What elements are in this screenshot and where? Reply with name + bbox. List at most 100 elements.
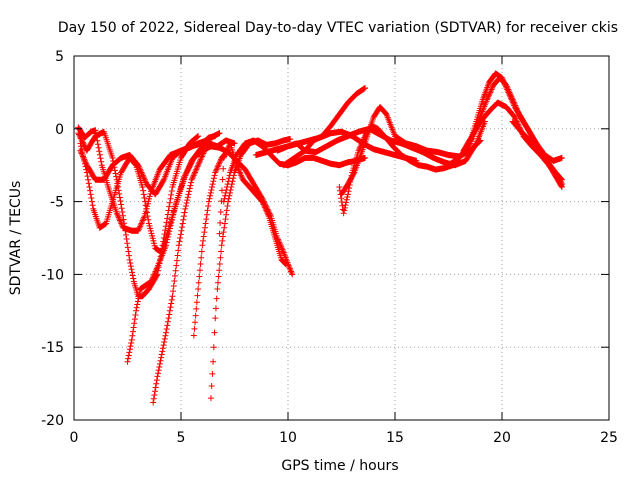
data-point bbox=[265, 211, 272, 218]
data-point bbox=[124, 244, 131, 251]
data-point bbox=[510, 98, 517, 105]
data-point bbox=[130, 328, 137, 335]
data-point bbox=[135, 295, 142, 302]
data-point bbox=[181, 209, 188, 216]
data-point bbox=[217, 219, 224, 226]
data-point bbox=[209, 370, 216, 377]
data-point bbox=[216, 159, 223, 166]
data-point bbox=[113, 210, 120, 217]
data-point bbox=[133, 307, 140, 314]
data-point bbox=[508, 93, 515, 100]
data-point bbox=[125, 355, 132, 362]
data-point bbox=[161, 335, 168, 342]
data-point bbox=[170, 208, 177, 215]
data-point bbox=[125, 248, 132, 255]
data-point bbox=[514, 108, 521, 115]
data-point bbox=[150, 272, 157, 279]
data-point bbox=[128, 266, 135, 273]
data-point bbox=[558, 176, 565, 183]
data-point bbox=[159, 345, 166, 352]
data-point bbox=[220, 198, 227, 205]
data-point bbox=[117, 197, 124, 204]
data-point bbox=[113, 173, 120, 180]
data-point bbox=[81, 160, 88, 167]
data-point bbox=[127, 259, 134, 266]
data-point bbox=[126, 256, 133, 263]
data-point bbox=[144, 213, 151, 220]
data-point bbox=[119, 209, 126, 215]
data-point bbox=[288, 268, 295, 275]
data-point bbox=[134, 298, 141, 305]
series-sat-l bbox=[274, 85, 369, 154]
data-point bbox=[336, 184, 343, 191]
data-point bbox=[86, 184, 93, 191]
data-point bbox=[507, 92, 514, 99]
data-point bbox=[236, 169, 243, 176]
data-point bbox=[85, 176, 92, 183]
data-point bbox=[476, 138, 483, 145]
data-point bbox=[75, 130, 82, 137]
data-point bbox=[80, 140, 87, 147]
data-point bbox=[485, 93, 492, 100]
data-point bbox=[193, 305, 200, 312]
data-point bbox=[152, 388, 159, 395]
data-point bbox=[225, 178, 232, 185]
x-tick-label: 5 bbox=[177, 430, 186, 446]
chart-title: Day 150 of 2022, Sidereal Day-to-day VTE… bbox=[58, 20, 618, 36]
data-point bbox=[126, 349, 133, 356]
data-point bbox=[164, 233, 171, 240]
data-point bbox=[137, 221, 144, 228]
x-tick-label: 10 bbox=[279, 430, 297, 446]
y-tick-label: -20 bbox=[41, 413, 64, 429]
data-point bbox=[164, 318, 171, 325]
plot-frame bbox=[73, 55, 610, 421]
data-point bbox=[222, 150, 229, 157]
data-point bbox=[151, 392, 158, 399]
data-point bbox=[186, 188, 193, 195]
data-point bbox=[192, 312, 199, 319]
data-point bbox=[220, 165, 227, 172]
data-point bbox=[235, 166, 242, 173]
data-point bbox=[199, 242, 206, 249]
data-point bbox=[288, 269, 295, 276]
data-point bbox=[503, 83, 510, 90]
data-point bbox=[197, 156, 204, 163]
data-point bbox=[195, 162, 202, 169]
data-points bbox=[75, 70, 565, 406]
data-point bbox=[224, 146, 231, 153]
data-point bbox=[191, 169, 198, 176]
data-point bbox=[209, 181, 216, 188]
data-point bbox=[222, 152, 229, 159]
data-point bbox=[509, 96, 516, 103]
data-point bbox=[224, 147, 231, 154]
data-point bbox=[234, 163, 241, 170]
data-point bbox=[156, 363, 163, 370]
data-point bbox=[505, 86, 512, 93]
data-point bbox=[134, 301, 141, 308]
data-point bbox=[188, 176, 195, 183]
data-point bbox=[221, 195, 228, 202]
data-point bbox=[138, 169, 145, 176]
data-point bbox=[177, 235, 184, 241]
data-point bbox=[83, 166, 90, 173]
data-point bbox=[196, 273, 203, 280]
data-point bbox=[237, 170, 244, 177]
data-point bbox=[150, 399, 157, 406]
data-point bbox=[278, 243, 285, 250]
data-point bbox=[225, 175, 232, 182]
data-point bbox=[142, 202, 149, 209]
data-point bbox=[115, 187, 122, 194]
data-point bbox=[222, 189, 229, 196]
data-point bbox=[160, 238, 167, 245]
data-point bbox=[159, 348, 166, 355]
data-point bbox=[125, 352, 132, 359]
data-point bbox=[116, 194, 123, 201]
data-point bbox=[163, 242, 170, 249]
data-point bbox=[224, 184, 231, 191]
data-point bbox=[126, 252, 133, 259]
data-point bbox=[486, 90, 493, 97]
data-point bbox=[79, 149, 86, 156]
data-point bbox=[215, 162, 222, 169]
data-point bbox=[161, 339, 168, 345]
data-point bbox=[153, 267, 160, 274]
